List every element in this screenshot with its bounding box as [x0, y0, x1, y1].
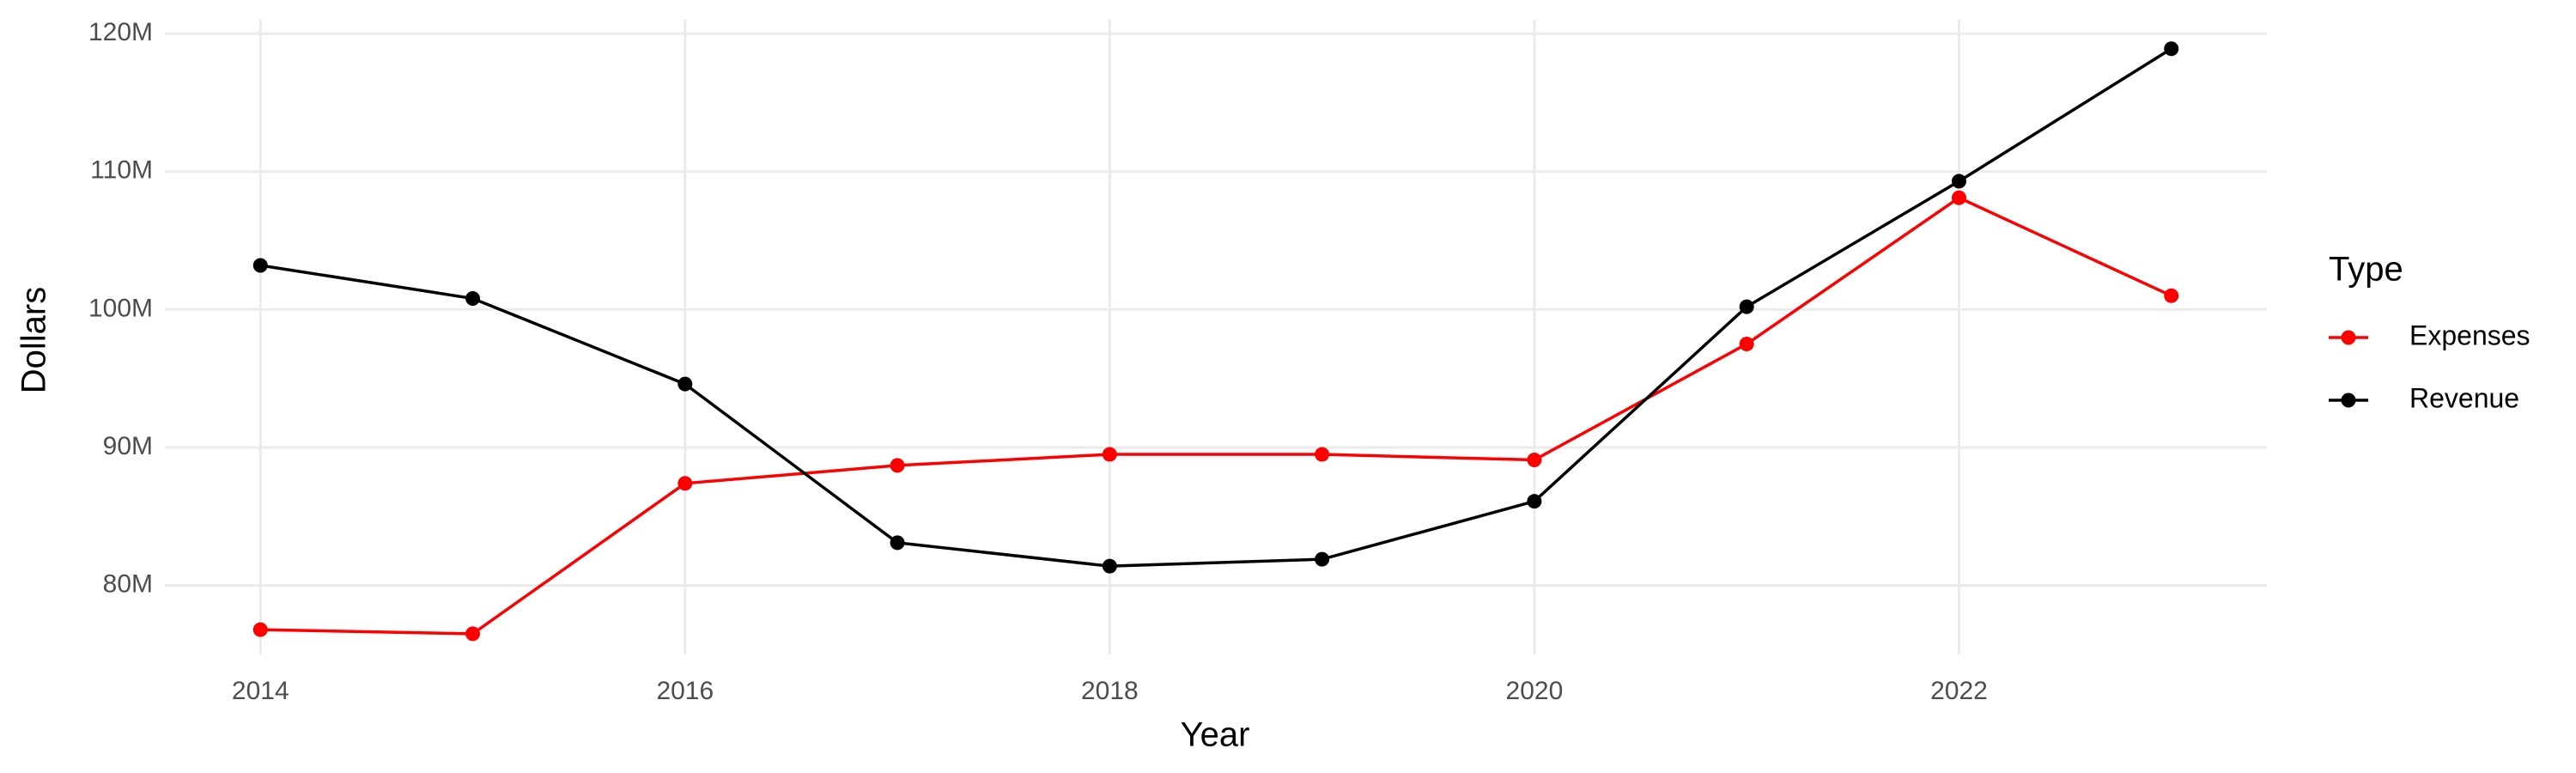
y-tick-label: 110M [90, 156, 153, 185]
point [1951, 190, 1966, 205]
point [1527, 494, 1542, 509]
point [1739, 337, 1754, 352]
x-axis-title: Year [1181, 716, 1250, 754]
y-tick-label: 90M [103, 432, 153, 460]
legend-label: Revenue [2409, 382, 2519, 413]
point [465, 291, 481, 307]
x-tick-label: 2022 [1930, 677, 1988, 705]
y-tick-label: 120M [88, 18, 153, 46]
x-tick-label: 2016 [656, 677, 714, 705]
line [260, 47, 2172, 568]
point [1951, 173, 1966, 189]
point [890, 458, 905, 473]
y-tick-label: 100M [88, 294, 153, 322]
legend-point [2341, 330, 2356, 345]
x-tick-label: 2014 [232, 677, 289, 705]
point [890, 535, 905, 551]
point [677, 476, 693, 491]
y-tick-label: 80M [103, 570, 153, 599]
point [2164, 41, 2179, 57]
point [1739, 299, 1754, 314]
legend-label: Expenses [2409, 320, 2530, 350]
point [252, 622, 268, 637]
point [677, 376, 693, 392]
point [2164, 288, 2179, 303]
point [1527, 452, 1542, 467]
point [1315, 447, 1330, 462]
point [1102, 447, 1117, 462]
point [252, 258, 268, 273]
x-tick-label: 2020 [1506, 677, 1564, 705]
y-axis-title: Dollars [15, 287, 53, 393]
legend-point [2341, 393, 2356, 408]
legend-title: Type [2329, 251, 2403, 289]
point [1315, 551, 1330, 567]
point [1102, 558, 1117, 574]
line [260, 196, 2172, 636]
point [465, 626, 481, 642]
x-tick-label: 2018 [1081, 677, 1139, 705]
